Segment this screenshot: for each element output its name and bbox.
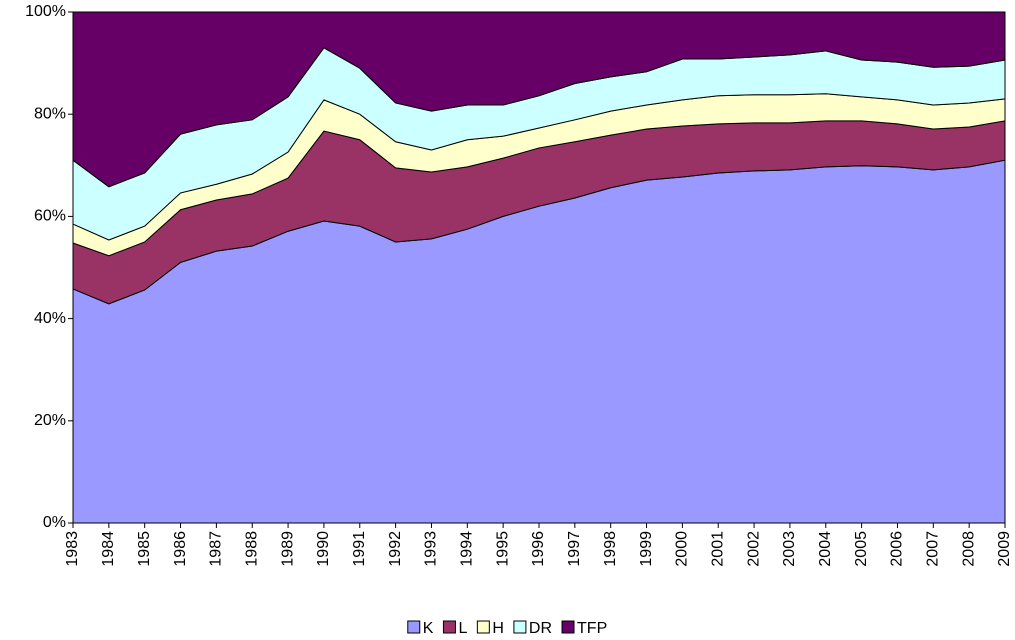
legend-label: L <box>458 620 467 637</box>
area <box>72 11 1006 188</box>
legend-swatch <box>407 620 421 634</box>
x-tick-label: 1990 <box>315 531 332 567</box>
x-tick-label: 2005 <box>853 531 870 567</box>
x-tick-label: 1995 <box>494 531 511 567</box>
x-tick-label: 2002 <box>745 531 762 567</box>
x-tick-label: 2006 <box>889 531 906 567</box>
x-tick-label: 1984 <box>100 531 117 567</box>
x-tick-label: 1996 <box>530 531 547 567</box>
x-tick-label: 1983 <box>64 531 81 567</box>
x-tick-label: 1988 <box>243 531 260 567</box>
x-tick-label: 1991 <box>351 531 368 567</box>
x-tick-label: 1989 <box>279 531 296 567</box>
y-tick-label: 60% <box>34 208 66 225</box>
x-tick-label: 1986 <box>172 531 189 567</box>
x-tick-label: 1992 <box>387 531 404 567</box>
legend: K L H DR TFP <box>407 620 607 637</box>
x-tick-label: 2000 <box>674 531 691 567</box>
y-tick-label: 20% <box>34 412 66 429</box>
legend-label: K <box>423 620 434 637</box>
legend-label: H <box>492 620 504 637</box>
x-tick-label: 1998 <box>602 531 619 567</box>
y-tick-label: 80% <box>34 105 66 122</box>
legend-swatch <box>513 620 527 634</box>
legend-label: TFP <box>577 620 607 637</box>
x-tick-label: 2009 <box>996 531 1013 567</box>
x-tick-label: 1994 <box>459 531 476 567</box>
y-tick-label: 100% <box>25 3 66 20</box>
x-tick-label: 2004 <box>817 531 834 567</box>
x-tick-label: 2007 <box>925 531 942 567</box>
x-tick-label: 1999 <box>638 531 655 567</box>
y-tick-label: 40% <box>34 310 66 327</box>
x-tick-label: 1987 <box>208 531 225 567</box>
legend-label: DR <box>529 620 552 637</box>
legend-swatch <box>476 620 490 634</box>
legend-swatch <box>561 620 575 634</box>
x-tick-label: 1997 <box>566 531 583 567</box>
x-tick-label: 1993 <box>423 531 440 567</box>
x-tick-label: 2008 <box>960 531 977 567</box>
legend-swatch <box>442 620 456 634</box>
x-tick-label: 2001 <box>709 531 726 567</box>
x-tick-label: 1985 <box>136 531 153 567</box>
y-tick-label: 0% <box>43 514 66 531</box>
x-tick-label: 2003 <box>781 531 798 567</box>
